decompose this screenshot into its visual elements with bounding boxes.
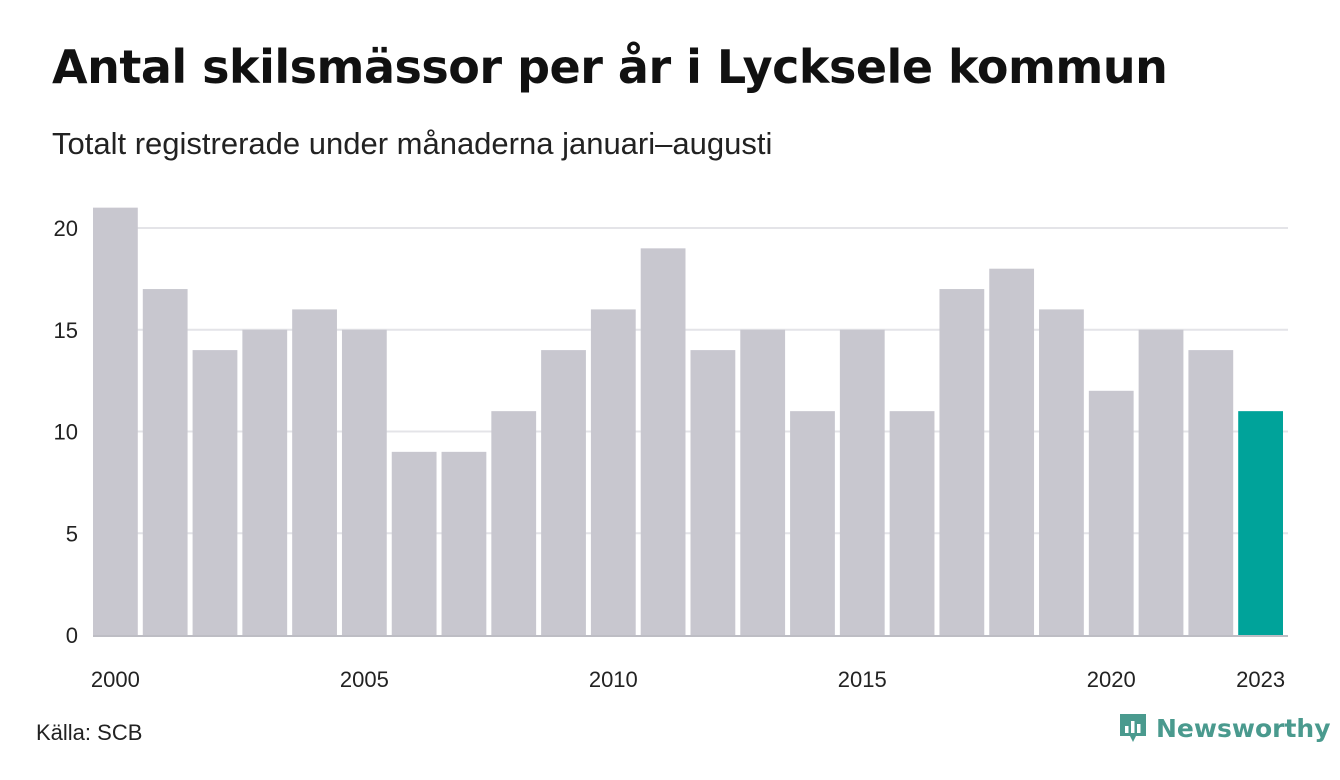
bar-2012 bbox=[691, 350, 736, 635]
x-tick-label: 2000 bbox=[91, 667, 140, 692]
bar-2007 bbox=[442, 452, 487, 635]
x-tick-label: 2015 bbox=[838, 667, 887, 692]
y-tick-label: 20 bbox=[54, 216, 78, 241]
bar-2023 bbox=[1238, 411, 1283, 635]
bar-2022 bbox=[1188, 350, 1233, 635]
bar-2020 bbox=[1089, 391, 1134, 635]
bar-2017 bbox=[939, 289, 984, 635]
newsworthy-logo: Newsworthy bbox=[1118, 712, 1331, 744]
x-tick-label: 2005 bbox=[340, 667, 389, 692]
logo-text: Newsworthy bbox=[1156, 714, 1331, 743]
bar-2008 bbox=[491, 411, 536, 635]
source-label: Källa: SCB bbox=[36, 720, 142, 746]
y-tick-label: 10 bbox=[54, 420, 78, 445]
y-tick-label: 5 bbox=[66, 521, 78, 546]
bar-2000 bbox=[93, 208, 138, 635]
bar-2021 bbox=[1139, 330, 1184, 635]
bar-2004 bbox=[292, 309, 337, 635]
bar-2003 bbox=[242, 330, 287, 635]
y-tick-label: 0 bbox=[66, 623, 78, 648]
bar-2002 bbox=[193, 350, 238, 635]
x-tick-label: 2020 bbox=[1087, 667, 1136, 692]
bar-2018 bbox=[989, 269, 1034, 635]
bar-2009 bbox=[541, 350, 586, 635]
x-tick-label: 2023 bbox=[1236, 667, 1285, 692]
bar-2019 bbox=[1039, 309, 1084, 635]
bar-2013 bbox=[740, 330, 785, 635]
bar-2005 bbox=[342, 330, 387, 635]
y-tick-label: 15 bbox=[54, 318, 78, 343]
bar-2006 bbox=[392, 452, 437, 635]
bar-chart: 0 5 10 15 20 2000 2005 2010 2015 2020 2023 bbox=[0, 0, 1340, 700]
bar-2016 bbox=[890, 411, 935, 635]
bar-2015 bbox=[840, 330, 885, 635]
x-tick-label: 2010 bbox=[589, 667, 638, 692]
newsworthy-chart-icon bbox=[1118, 712, 1148, 744]
bar-2001 bbox=[143, 289, 188, 635]
bar-2011 bbox=[641, 248, 686, 635]
bar-2010 bbox=[591, 309, 636, 635]
bar-2014 bbox=[790, 411, 835, 635]
